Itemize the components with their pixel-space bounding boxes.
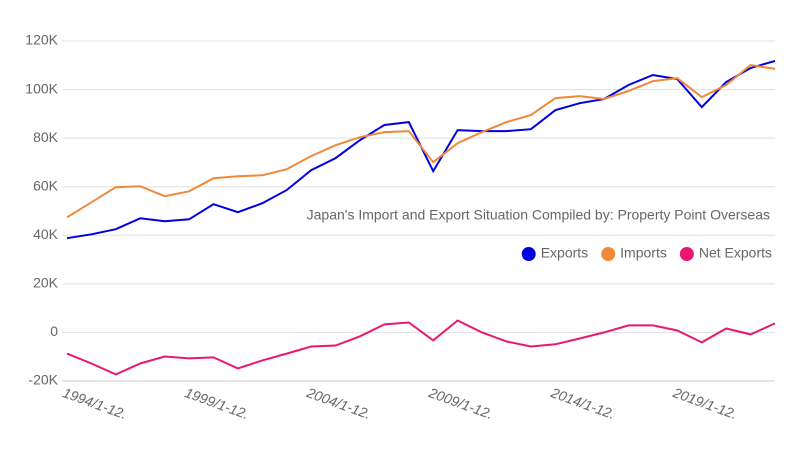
series-line [66,63,776,219]
legend-label: Imports [620,245,667,261]
y-tick-label: 60K [33,177,59,193]
series-line [66,319,776,376]
y-tick-label: 80K [33,129,59,145]
legend-label: Exports [541,245,588,261]
legend-label: Net Exports [699,245,772,261]
x-tick-label: 2019/1-12. [670,384,739,422]
y-tick-label: 120K [25,32,58,48]
x-tick-label: 1994/1-12. [61,384,129,422]
y-tick-label: -20K [28,372,58,388]
legend-marker [521,247,536,261]
legend-marker [679,247,694,261]
y-tick-label: 20K [33,275,59,291]
x-tick-label: 2009/1-12. [426,384,495,422]
x-tick-label: 2004/1-12. [304,384,373,422]
chart-title: Japan's Import and Export Situation Comp… [307,207,770,223]
x-tick-label: 1999/1-12. [183,384,251,422]
x-tick-label: 2014/1-12. [548,384,617,422]
y-tick-label: 100K [25,80,58,96]
legend-marker [601,247,616,261]
y-tick-label: 40K [33,226,59,242]
y-tick-label: 0 [50,323,58,339]
